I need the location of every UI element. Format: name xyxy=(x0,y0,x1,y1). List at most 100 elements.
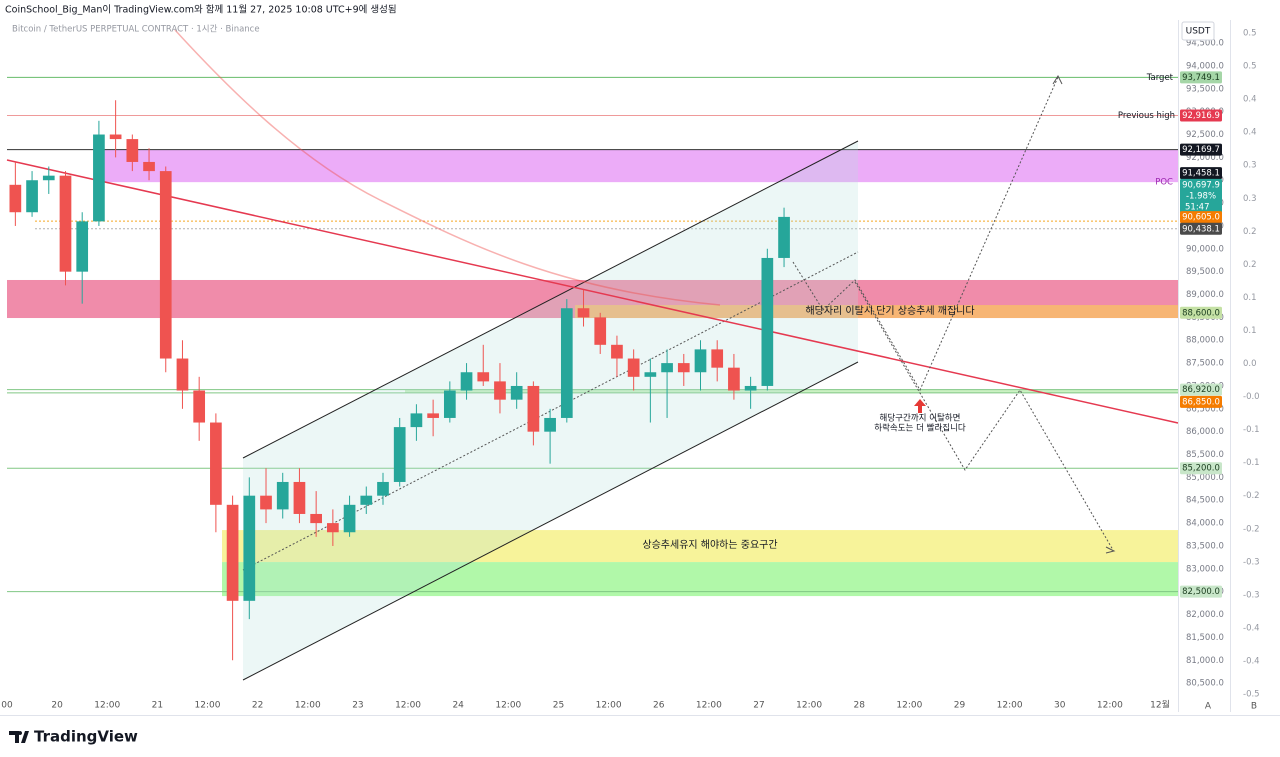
candle-body xyxy=(243,495,256,601)
candle-body xyxy=(210,422,222,505)
logo-text: TradingView xyxy=(34,728,138,746)
price-label: 86,850.0 xyxy=(1182,397,1220,407)
x-tick-label: 12:00 xyxy=(596,701,622,711)
x-tick-label: 26 xyxy=(653,701,665,711)
y2-tick-label: -0.3 xyxy=(1243,590,1260,600)
y2-tick-label: 0.3 xyxy=(1243,194,1257,204)
x-tick-label: 25 xyxy=(553,701,564,711)
arrow-head xyxy=(1105,546,1116,554)
y-tick-label: 82,000.0 xyxy=(1186,610,1224,620)
price-label: 92,169.7 xyxy=(1182,145,1220,155)
candle-body xyxy=(778,216,790,258)
candle-body xyxy=(644,372,657,377)
zones xyxy=(7,76,1178,597)
price-label-box xyxy=(1180,178,1222,213)
y-tick-label: 90,000.0 xyxy=(1186,244,1224,254)
x-tick-label: 12:00 xyxy=(94,701,120,711)
x-tick-label: 20 xyxy=(51,701,63,711)
currency-box xyxy=(1181,21,1215,41)
log-button[interactable]: B xyxy=(1251,702,1257,712)
y-tick-label: 94,500.0 xyxy=(1186,39,1224,49)
x-tick-label: 12월 xyxy=(1150,699,1170,711)
y2-tick-label: -0.3 xyxy=(1243,557,1260,567)
y2-tick-label: -0.4 xyxy=(1243,656,1260,666)
y-tick-label: 92,000.0 xyxy=(1186,153,1224,163)
y-tick-label: 85,000.0 xyxy=(1186,473,1224,483)
x-tick-label: 23 xyxy=(352,701,363,711)
price-label: 90,438.1 xyxy=(1182,224,1220,234)
x-tick-label: 12:00 xyxy=(195,701,221,711)
y-tick-label: 88,000.0 xyxy=(1186,336,1224,346)
y-tick-label: 89,500.0 xyxy=(1186,267,1224,277)
y2-tick-label: 0.2 xyxy=(1243,227,1257,237)
y-tick-label: 84,000.0 xyxy=(1186,519,1224,529)
candle-body xyxy=(143,161,155,172)
y2-tick-label: 0.1 xyxy=(1243,326,1257,336)
level-name: POC xyxy=(1155,178,1173,188)
candle-body xyxy=(510,385,523,400)
price-label-box xyxy=(1180,462,1222,475)
projection-down xyxy=(854,281,1114,551)
x-tick-label: 30 xyxy=(1054,701,1066,711)
price-label-box xyxy=(1180,585,1222,598)
candle-body xyxy=(276,481,289,510)
level-name: Target xyxy=(1146,73,1174,83)
x-tick-label: 29 xyxy=(954,701,966,711)
candle-body xyxy=(343,504,356,533)
x-tick-label: 12:00 xyxy=(896,701,922,711)
y2-tick-label: 0.4 xyxy=(1243,95,1257,105)
header: CoinSchool_Big_Man이 TradingView.com와 함께 … xyxy=(5,4,397,16)
logo-mark xyxy=(9,731,29,743)
y2-tick-label: 0.3 xyxy=(1243,161,1257,171)
price-label-box xyxy=(1180,222,1222,235)
trend-line xyxy=(6,159,1179,424)
candle-body xyxy=(611,344,623,359)
y-tick-label: 83,000.0 xyxy=(1186,564,1224,574)
candle-body xyxy=(694,349,707,373)
x-tick-label: 28 xyxy=(854,701,866,711)
channel-lower xyxy=(242,361,859,681)
y-tick-label: 86,500.0 xyxy=(1186,404,1224,414)
x-tick-label: 22 xyxy=(252,701,263,711)
y2-tick-label: -0.1 xyxy=(1243,425,1260,435)
auto-scale-button[interactable]: A xyxy=(1205,702,1212,712)
y-tick-label: 80,500.0 xyxy=(1186,679,1224,689)
y2-tick-label: 0.1 xyxy=(1243,293,1257,303)
candle-body xyxy=(176,358,189,391)
y2-tick-label: -0.2 xyxy=(1243,524,1260,534)
candle-body xyxy=(109,134,122,140)
level-name: Previous high xyxy=(1118,111,1175,121)
price-label: 88,600.0 xyxy=(1182,308,1220,318)
zone xyxy=(222,530,1178,563)
y-tick-label: 81,500.0 xyxy=(1186,633,1224,643)
candle-body xyxy=(594,317,607,345)
price-label: 92,916.9 xyxy=(1182,111,1220,121)
price-label-box xyxy=(1180,143,1222,156)
y2-tick-label: 0.2 xyxy=(1243,260,1257,270)
price-label: 85,200.0 xyxy=(1182,464,1220,474)
candle-body xyxy=(293,481,306,514)
y-tick-label: 86,000.0 xyxy=(1186,427,1224,437)
button-bg[interactable] xyxy=(1200,698,1216,714)
candle-body xyxy=(260,495,272,510)
moving-average xyxy=(174,29,721,306)
candle-body xyxy=(126,139,139,162)
candle-body xyxy=(460,372,473,391)
price-label-box xyxy=(1180,109,1222,122)
candle-body xyxy=(327,523,339,533)
zone xyxy=(405,389,1178,393)
y2-tick-label: -0.5 xyxy=(1243,690,1260,700)
candle-body xyxy=(661,363,673,373)
price-label-box xyxy=(1180,383,1222,396)
y-tick-label: 81,000.0 xyxy=(1186,656,1224,666)
candle-body xyxy=(42,175,55,181)
price-label: 93,749.1 xyxy=(1182,73,1220,83)
candle-body xyxy=(76,221,89,272)
candle-body xyxy=(627,358,640,377)
x-tick-label: 12:00 xyxy=(495,701,521,711)
y-tick-label: 84,500.0 xyxy=(1186,496,1224,506)
candle-body xyxy=(761,257,774,386)
price-label-box xyxy=(1180,395,1222,408)
candle-body xyxy=(310,513,322,524)
countdown: 51:47 xyxy=(1185,202,1210,212)
